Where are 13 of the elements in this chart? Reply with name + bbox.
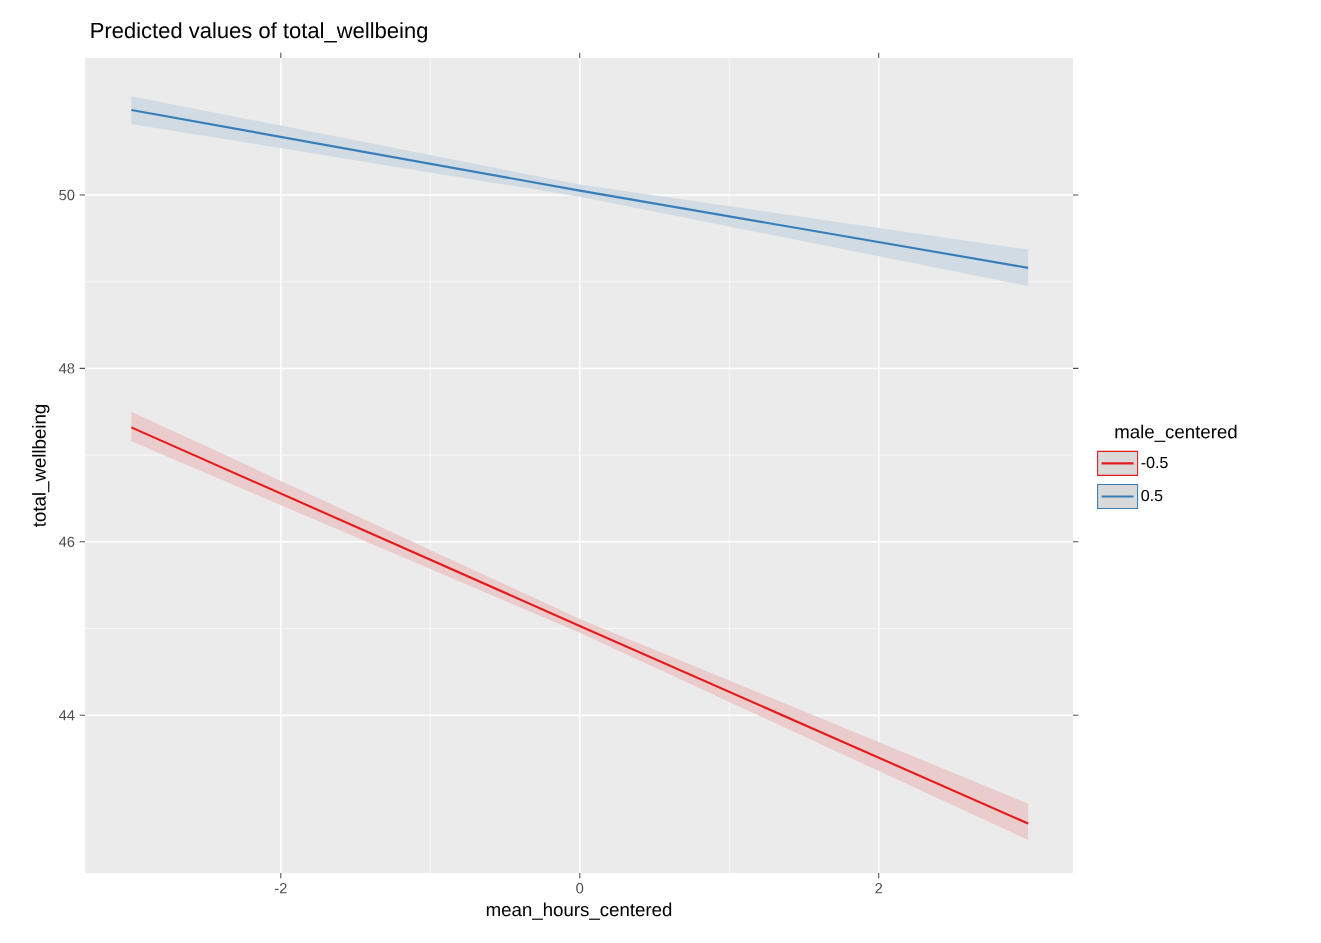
- chart-title: Predicted values of total_wellbeing: [91, 22, 427, 43]
- x-axis-title: mean_hours_centered: [486, 902, 672, 920]
- y-tick-label: 46: [58, 536, 75, 547]
- x-tick-label: 0: [576, 883, 584, 894]
- legend-label: 0.5: [1141, 489, 1163, 502]
- x-tick-label: -2: [274, 883, 287, 894]
- y-tick-label: 50: [59, 189, 75, 201]
- x-tick-label: 2: [875, 883, 883, 894]
- y-tick-label: 48: [58, 363, 75, 374]
- y-axis-title: total_wellbeing: [32, 404, 50, 527]
- y-tick-label: 44: [58, 710, 75, 721]
- legend-label: -0.5: [1141, 456, 1168, 469]
- legend-title: male_centered: [1115, 424, 1237, 442]
